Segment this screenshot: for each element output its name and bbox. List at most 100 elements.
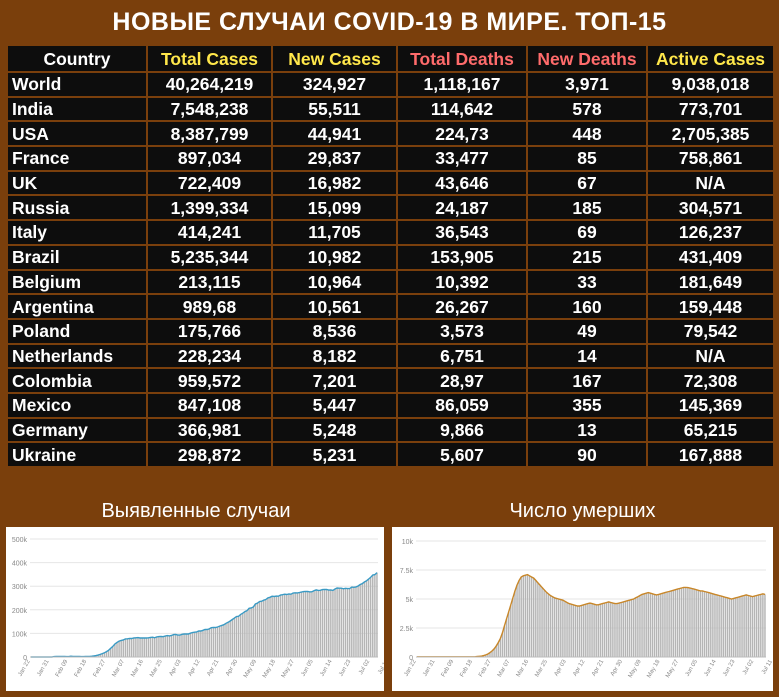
cell-total-deaths: 9,866: [396, 416, 528, 444]
bar: [185, 633, 187, 657]
table-row: Netherlands 228,234 8,182 6,751 14 N/A: [6, 342, 775, 370]
x-tick-label: Jun 23: [722, 658, 737, 677]
cell-total-deaths: 114,642: [396, 95, 528, 123]
cell-country: Argentina: [6, 293, 148, 320]
bar: [697, 590, 700, 657]
bar: [286, 594, 288, 657]
table-row: Argentina 989,68 10,561 26,267 160 159,448: [6, 293, 775, 320]
bar: [674, 589, 677, 657]
bar: [143, 638, 145, 657]
bar: [751, 596, 754, 657]
cell-total-cases: 175,766: [146, 317, 273, 345]
bar: [537, 582, 539, 657]
cell-country: USA: [6, 120, 148, 148]
bar: [737, 597, 739, 657]
bar: [585, 604, 587, 657]
bar: [292, 593, 294, 657]
bar: [651, 593, 654, 657]
bar: [668, 591, 670, 657]
bar: [632, 599, 635, 657]
cell-country: Russia: [6, 194, 148, 222]
bar: [645, 593, 647, 657]
cell-new-deaths: 355: [526, 391, 648, 419]
bar: [279, 595, 282, 657]
cell-total-deaths: 26,267: [396, 293, 528, 320]
cell-country: Netherlands: [6, 342, 148, 370]
bar: [200, 631, 202, 657]
cell-new-cases: 44,941: [271, 120, 398, 148]
cell-total-deaths: 224,73: [396, 120, 528, 148]
bar: [244, 611, 246, 657]
bar: [296, 592, 299, 657]
bar: [126, 638, 129, 657]
x-tick-label: Jun 14: [319, 658, 334, 677]
cell-total-cases: 959,572: [146, 367, 273, 394]
bar: [229, 621, 231, 657]
bar: [560, 599, 562, 657]
bar: [578, 605, 581, 657]
bar: [248, 608, 250, 657]
bar: [202, 630, 204, 657]
cell-total-cases: 228,234: [146, 342, 273, 370]
bar: [191, 632, 194, 657]
table-row: Italy 414,241 11,705 36,543 69 126,237: [6, 219, 775, 246]
bar: [294, 592, 296, 657]
bar: [545, 592, 547, 657]
bar: [189, 633, 192, 657]
bar: [682, 587, 685, 657]
bar: [574, 605, 577, 657]
cell-active-cases: N/A: [646, 342, 775, 370]
header-total-cases: Total Cases: [146, 44, 273, 73]
cell-total-cases: 989,68: [146, 293, 273, 320]
bar: [485, 654, 487, 657]
bar: [512, 597, 514, 657]
y-tick-label: 0: [409, 655, 413, 662]
bar: [141, 638, 143, 657]
bar: [524, 575, 527, 657]
bar: [183, 633, 185, 657]
cell-new-deaths: 49: [526, 317, 648, 345]
x-tick-label: Mar 16: [130, 658, 145, 678]
bar: [355, 586, 357, 657]
bar: [128, 638, 131, 657]
bar: [225, 623, 227, 657]
cell-new-cases: 15,099: [271, 194, 398, 222]
y-tick-label: 5k: [406, 597, 414, 604]
cell-total-cases: 8,387,799: [146, 120, 273, 148]
bar: [622, 601, 625, 657]
bar: [158, 636, 160, 657]
bar: [271, 596, 273, 657]
bar: [716, 594, 718, 657]
bar: [549, 595, 552, 657]
bar: [605, 602, 608, 657]
table-row: UK 722,409 16,982 43,646 67 N/A: [6, 169, 775, 197]
cell-total-cases: 722,409: [146, 169, 273, 197]
bar: [749, 596, 752, 657]
bar: [699, 590, 702, 657]
bar: [522, 575, 525, 657]
cell-country: Colombia: [6, 367, 148, 394]
cell-total-deaths: 6,751: [396, 342, 528, 370]
bar: [637, 596, 639, 657]
cell-new-cases: 16,982: [271, 169, 398, 197]
bar: [718, 595, 720, 657]
cell-active-cases: 304,571: [646, 194, 775, 222]
y-tick-label: 500k: [12, 537, 28, 544]
x-tick-label: Jul 11: [761, 658, 773, 675]
bar: [346, 588, 349, 657]
bar: [172, 634, 175, 657]
x-tick-label: May 27: [281, 658, 296, 679]
header-country: Country: [6, 44, 148, 73]
y-tick-label: 10k: [402, 539, 414, 546]
bar: [691, 588, 693, 657]
bar: [376, 572, 378, 657]
bar: [732, 598, 735, 657]
bar: [726, 597, 729, 657]
cell-new-deaths: 33: [526, 268, 648, 296]
cell-total-cases: 298,872: [146, 441, 273, 468]
table-row: USA 8,387,799 44,941 224,73 448 2,705,385: [6, 120, 775, 148]
bar: [510, 604, 512, 657]
bar: [212, 627, 215, 657]
bar: [714, 594, 716, 657]
x-tick-label: Mar 16: [516, 658, 531, 678]
